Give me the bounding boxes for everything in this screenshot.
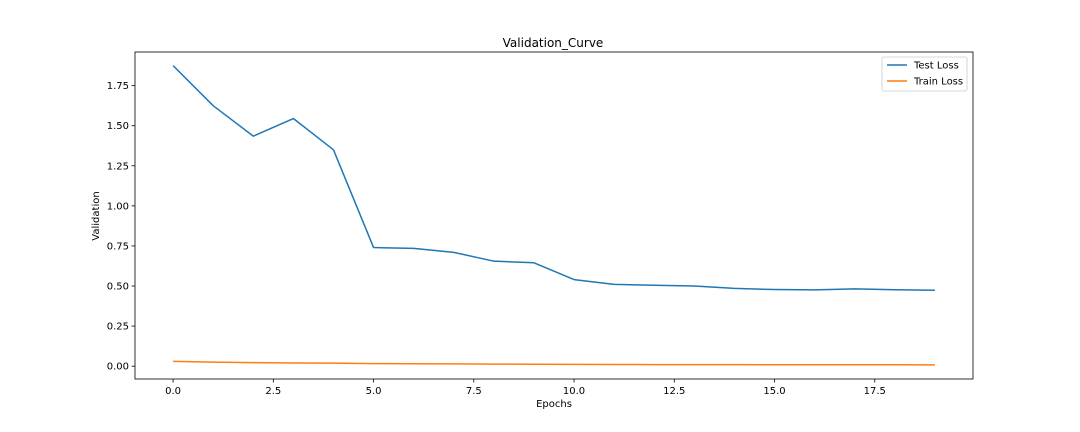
x-axis-label: Epochs (536, 399, 572, 410)
y-tick-label: 0.75 (107, 241, 129, 252)
y-tick-label: 0.25 (107, 322, 129, 333)
y-tick-label: 1.25 (107, 161, 129, 172)
x-tick-label: 10.0 (563, 386, 585, 397)
test-loss-line (172, 65, 935, 291)
train-loss-line (173, 360, 935, 366)
x-tick-label: 7.5 (466, 386, 482, 397)
x-tick-label: 2.5 (265, 386, 281, 397)
x-tick-label: 12.5 (663, 386, 685, 397)
y-tick-label: 0.50 (107, 282, 129, 293)
x-tick-label: 17.5 (864, 386, 886, 397)
x-tick-label: 0.0 (165, 386, 181, 397)
legend-label-train-loss: Train Loss (913, 77, 963, 88)
y-axis-label: Validation (91, 191, 102, 240)
y-tick-label: 1.50 (107, 121, 129, 132)
y-tick-label: 0.00 (107, 362, 129, 373)
legend: Test Loss Train Loss (881, 56, 968, 92)
chart-title: Validation_Curve (503, 36, 604, 50)
y-tick-label: 1.00 (107, 201, 129, 212)
series-lines (172, 65, 935, 366)
x-tick-label: 15.0 (763, 386, 785, 397)
x-tick-label: 5.0 (366, 386, 382, 397)
plot-area (134, 51, 974, 380)
legend-label-test-loss: Test Loss (913, 61, 959, 72)
y-tick-label: 1.75 (107, 81, 129, 92)
axis-ticks: 0.0 2.5 5.0 7.5 10.0 12.5 15.0 17.5 0.00 0.25 0.50… (107, 81, 886, 397)
